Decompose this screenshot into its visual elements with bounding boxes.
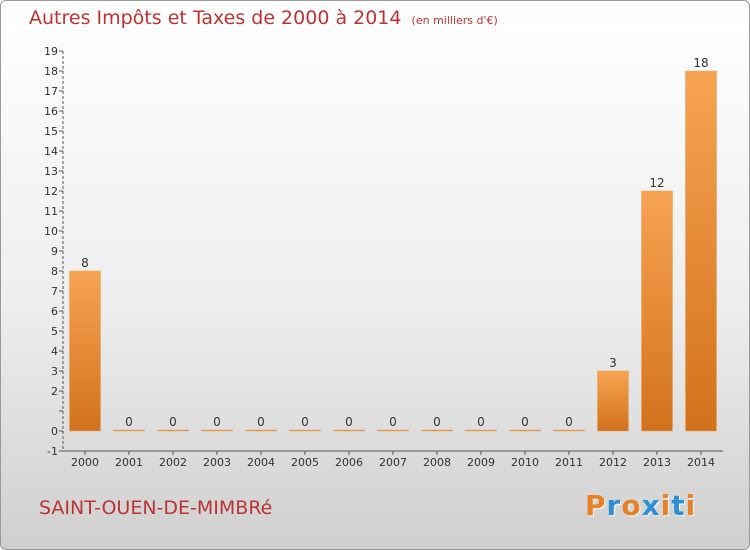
data-label-2005: 0: [301, 415, 309, 429]
logo-letter: i: [685, 489, 697, 522]
bar-2006: [333, 429, 365, 432]
bar-2000: [69, 270, 101, 432]
y-tick-label: 0: [51, 425, 58, 438]
logo-letter: r: [606, 489, 622, 522]
data-label-2003: 0: [213, 415, 221, 429]
y-tick-label: 17: [44, 85, 58, 98]
bar-2007: [377, 429, 409, 432]
y-tick-label: 15: [44, 125, 58, 138]
data-label-2014: 18: [693, 56, 708, 70]
y-tick-label: 5: [51, 325, 58, 338]
bar-2014: [685, 70, 717, 432]
logo-letter: P: [585, 489, 607, 522]
bar-2005: [289, 429, 321, 432]
data-label-2010: 0: [521, 415, 529, 429]
x-tick-label-2008: 2008: [423, 456, 451, 469]
bar-2008: [421, 429, 453, 432]
data-label-2012: 3: [609, 356, 617, 370]
y-tick-label: 6: [51, 305, 58, 318]
y-tick-label: 12: [44, 185, 58, 198]
y-tick-label: 3: [51, 365, 58, 378]
x-tick-label-2001: 2001: [115, 456, 143, 469]
proxiti-logo[interactable]: Proxiti: [585, 489, 696, 522]
logo-letter: i: [660, 489, 672, 522]
commune-name: SAINT-OUEN-DE-MIMBRé: [39, 497, 273, 519]
x-tick-label-2003: 2003: [203, 456, 231, 469]
x-tick-label-2011: 2011: [555, 456, 583, 469]
y-tick-label: -1: [47, 445, 58, 458]
y-tick-label: 8: [51, 265, 58, 278]
chart-title: Autres Impôts et Taxes de 2000 à 2014 (e…: [29, 7, 498, 29]
bar-2010: [509, 429, 541, 432]
data-label-2008: 0: [433, 415, 441, 429]
y-tick-label: 13: [44, 165, 58, 178]
y-tick-label: 16: [44, 105, 58, 118]
logo-letter: t: [671, 489, 686, 522]
logo-letter: x: [641, 489, 661, 522]
bar-2002: [157, 429, 189, 432]
x-tick-label-2004: 2004: [247, 456, 275, 469]
data-label-2009: 0: [477, 415, 485, 429]
chart-title-text: Autres Impôts et Taxes de 2000 à 2014: [29, 7, 402, 29]
x-tick-label-2000: 2000: [71, 456, 99, 469]
data-label-2007: 0: [389, 415, 397, 429]
bar-2013: [641, 190, 673, 432]
bar-2004: [245, 429, 277, 432]
chart-subtitle: (en milliers d'€): [411, 14, 498, 27]
data-label-2011: 0: [565, 415, 573, 429]
y-tick-label: 7: [51, 285, 58, 298]
y-tick-label: 14: [44, 145, 58, 158]
x-tick-label-2014: 2014: [687, 456, 715, 469]
x-tick-label-2012: 2012: [599, 456, 627, 469]
x-tick-label-2002: 2002: [159, 456, 187, 469]
bar-2003: [201, 429, 233, 432]
y-tick-label: 11: [44, 205, 58, 218]
y-tick-label: 2: [51, 385, 58, 398]
x-tick-label-2013: 2013: [643, 456, 671, 469]
bar-2011: [553, 429, 585, 432]
y-tick-label: 19: [44, 45, 58, 58]
y-tick-label: 18: [44, 65, 58, 78]
bar-2012: [597, 370, 629, 432]
x-tick-label-2006: 2006: [335, 456, 363, 469]
y-tick-label: 4: [51, 345, 58, 358]
data-label-2000: 8: [81, 256, 89, 270]
data-label-2001: 0: [125, 415, 133, 429]
x-tick-label-2007: 2007: [379, 456, 407, 469]
bar-2001: [113, 429, 145, 432]
x-tick-label-2010: 2010: [511, 456, 539, 469]
x-tick-label-2009: 2009: [467, 456, 495, 469]
data-label-2004: 0: [257, 415, 265, 429]
bar-2009: [465, 429, 497, 432]
y-tick-label: 10: [44, 225, 58, 238]
x-tick-label-2005: 2005: [291, 456, 319, 469]
data-label-2002: 0: [169, 415, 177, 429]
data-label-2006: 0: [345, 415, 353, 429]
y-tick-label: 9: [51, 245, 58, 258]
logo-letter: o: [621, 489, 642, 522]
data-label-2013: 12: [649, 176, 664, 190]
